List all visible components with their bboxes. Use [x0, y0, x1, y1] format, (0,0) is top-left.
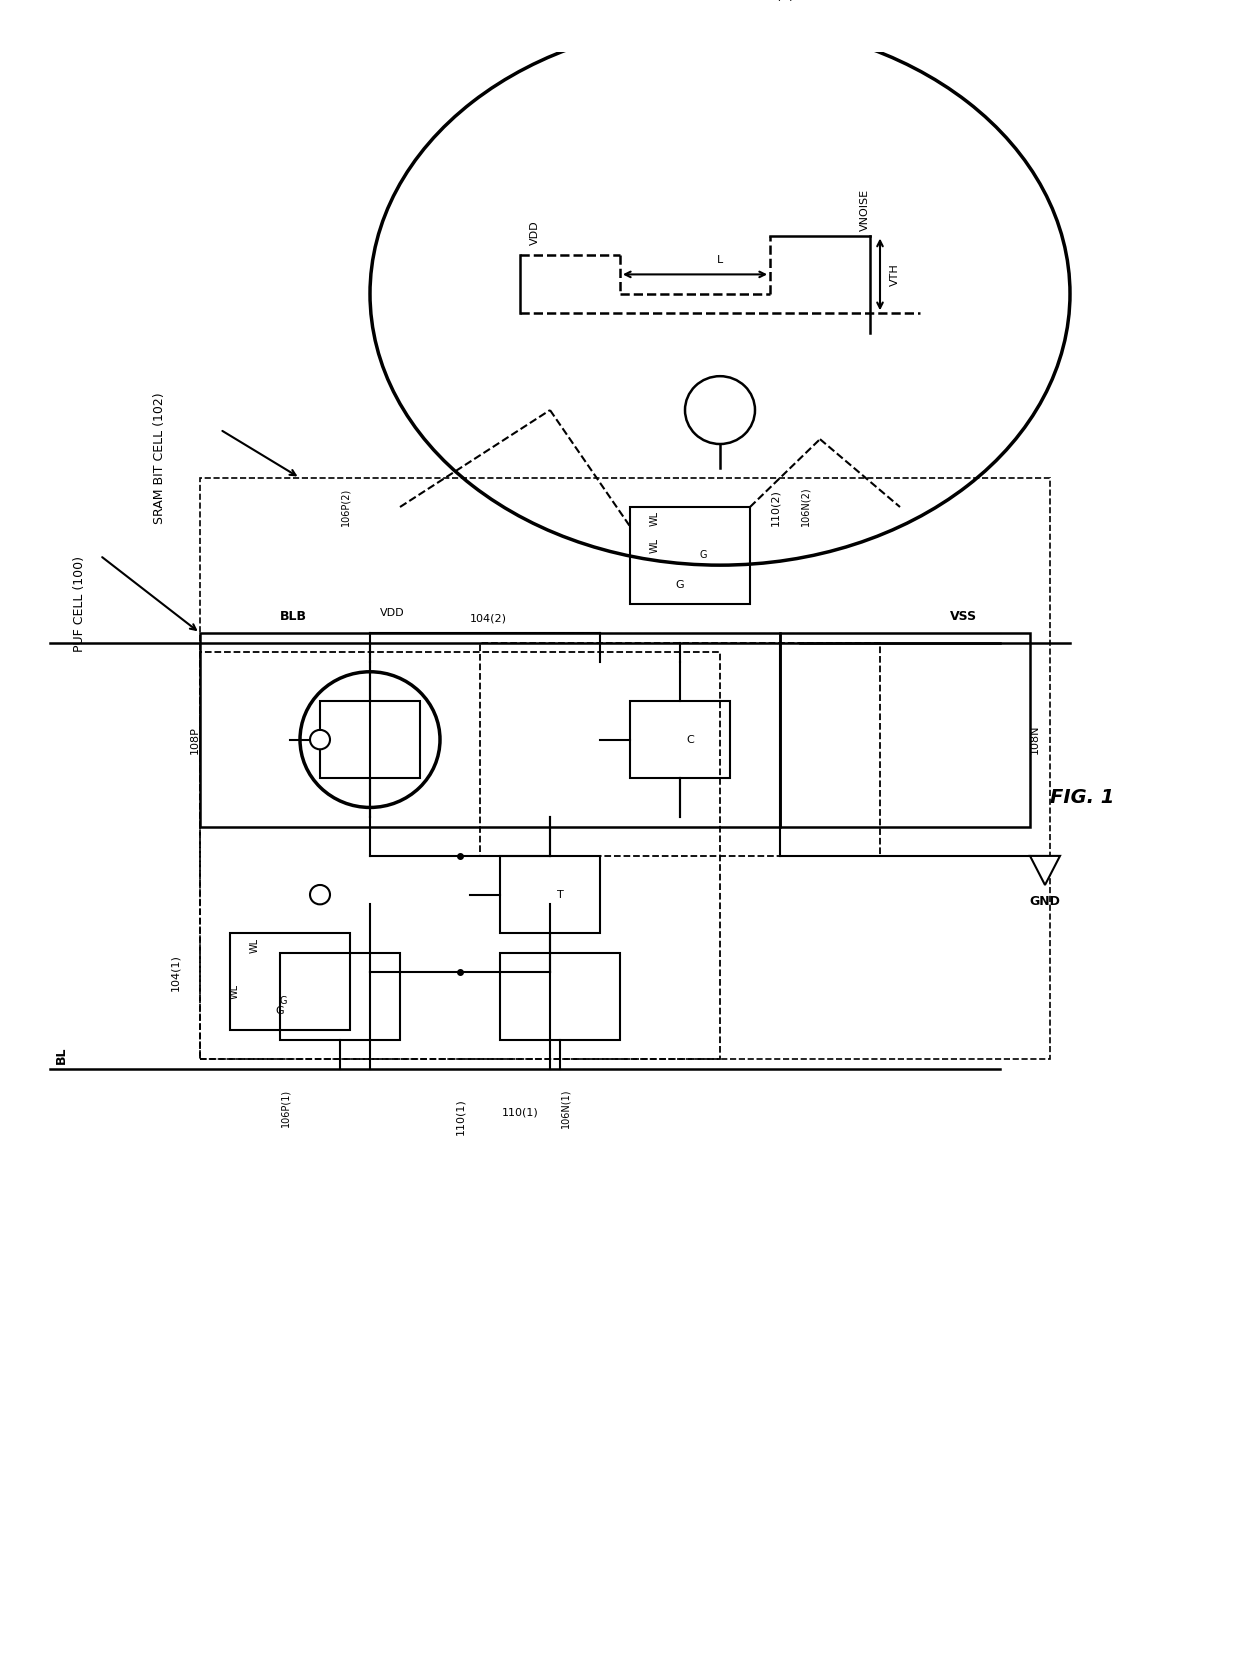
Bar [500, 857, 600, 934]
Text: 104(2): 104(2) [470, 613, 507, 623]
Text: VNOISE: VNOISE [861, 189, 870, 230]
Bar [500, 954, 620, 1040]
Bar [229, 934, 350, 1030]
Text: 106N(2): 106N(2) [800, 486, 810, 526]
Text: BL: BL [55, 1047, 68, 1064]
Bar [480, 643, 880, 857]
Text: T: T [557, 890, 563, 900]
Text: 110(1): 110(1) [455, 1099, 465, 1136]
Text: FIG. 1: FIG. 1 [1050, 788, 1115, 807]
Circle shape [310, 885, 330, 905]
Text: C: C [686, 735, 694, 745]
Text: BLB: BLB [280, 610, 308, 623]
Bar [200, 478, 1050, 1059]
Bar [280, 954, 401, 1040]
Text: GND: GND [1029, 895, 1060, 908]
Bar [630, 508, 750, 605]
Text: WL: WL [650, 511, 660, 526]
Bar [320, 701, 420, 778]
Text: 110(2): 110(2) [770, 489, 780, 526]
Text: SRAM BIT CELL (102): SRAM BIT CELL (102) [154, 392, 166, 524]
Text: WL: WL [229, 984, 241, 999]
Text: VTH: VTH [890, 264, 900, 286]
Bar [630, 701, 730, 778]
Text: PUF CELL (100): PUF CELL (100) [73, 556, 87, 651]
Text: L: L [717, 256, 723, 266]
Text: WL: WL [250, 937, 260, 954]
Text: WL: WL [650, 538, 660, 553]
Text: 110(1): 110(1) [502, 1107, 538, 1117]
Bar [200, 633, 780, 827]
Text: G: G [280, 997, 288, 1007]
Bar [200, 653, 720, 1059]
Text: 106N(1): 106N(1) [560, 1089, 570, 1127]
Circle shape [310, 730, 330, 750]
Text: 104(1): 104(1) [170, 954, 180, 990]
Text: G: G [701, 551, 708, 561]
Text: VDD: VDD [379, 608, 404, 618]
Text: 106P(2): 106P(2) [340, 488, 350, 526]
Text: G: G [275, 1005, 284, 1015]
Polygon shape [1030, 857, 1060, 885]
Text: G: G [676, 579, 684, 590]
Text: 106P(1): 106P(1) [280, 1089, 290, 1127]
Text: 106P(2): 106P(2) [745, 0, 795, 3]
Text: VDD: VDD [529, 220, 539, 245]
Bar [780, 633, 1030, 827]
Text: VSS: VSS [950, 610, 977, 623]
Text: 108P: 108P [190, 726, 200, 753]
Text: 108N: 108N [1030, 725, 1040, 755]
